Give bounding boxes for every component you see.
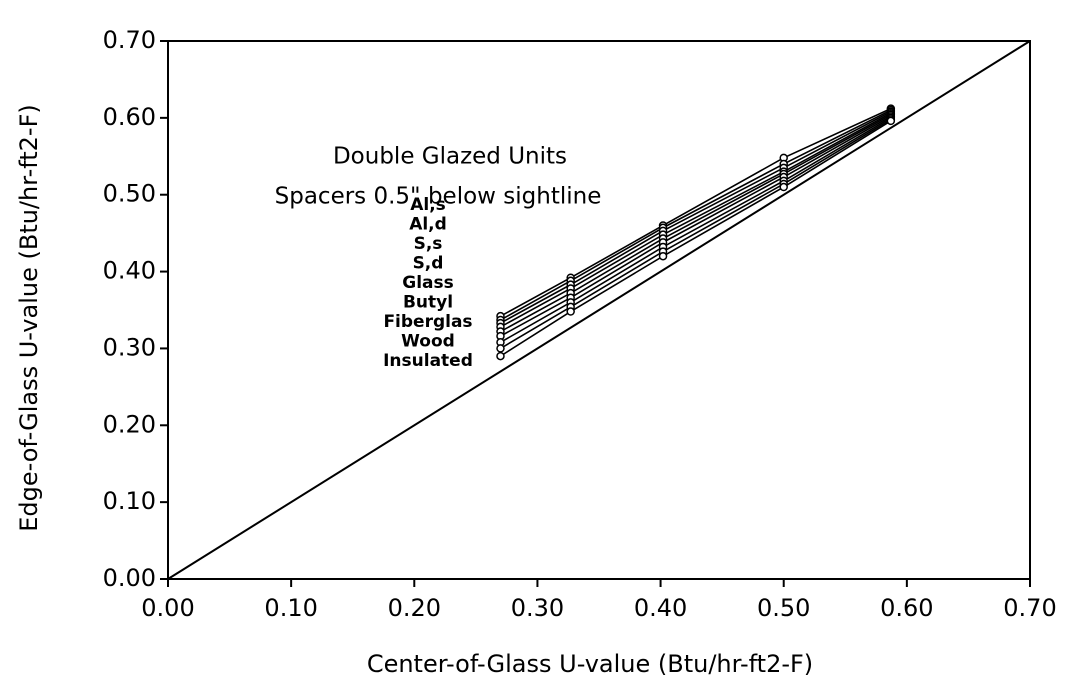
y-axis-label: Edge-of-Glass U-value (Btu/hr-ft2-F) xyxy=(15,104,43,532)
y-tick-label: 0.30 xyxy=(103,333,156,361)
x-tick-label: 0.30 xyxy=(511,594,564,622)
point xyxy=(886,116,896,126)
x-axis-label: Center-of-Glass U-value (Btu/hr-ft2-F) xyxy=(367,650,813,678)
annotation: Double Glazed Units xyxy=(333,144,567,170)
diagonal-line xyxy=(167,40,1031,580)
x-tick-label: 0.70 xyxy=(1003,594,1056,622)
series-name: Butyl xyxy=(403,293,453,313)
series-name: Wood xyxy=(401,332,455,352)
point xyxy=(496,351,505,361)
x-tick-label: 0.00 xyxy=(141,594,194,622)
x-tick-label: 0.10 xyxy=(264,594,317,622)
point xyxy=(779,182,788,192)
x-tick-label: 0.60 xyxy=(880,594,933,622)
x-tick-label: 0.40 xyxy=(634,594,687,622)
y-tick-label: 0.40 xyxy=(103,257,156,285)
x-tick-label: 0.50 xyxy=(757,594,810,622)
point xyxy=(658,251,668,261)
series-name: Glass xyxy=(402,273,454,293)
point xyxy=(496,344,505,353)
annotation: Spacers 0.5" below sightline xyxy=(275,184,602,210)
y-tick-label: 0.10 xyxy=(103,487,156,515)
y-tick-label: 0.50 xyxy=(103,180,156,208)
plot-frame xyxy=(167,40,1031,580)
x-tick-label: 0.20 xyxy=(388,594,441,622)
series-name: Al,d xyxy=(409,215,447,235)
y-tick-label: 0.20 xyxy=(103,410,156,438)
series-name: Al,s xyxy=(410,195,446,215)
series-name: Fiberglas xyxy=(383,312,472,332)
series-name: S,d xyxy=(413,254,444,274)
y-tick-label: 0.00 xyxy=(103,564,156,592)
series-name: Insulated xyxy=(383,351,473,371)
point xyxy=(566,307,575,316)
y-tick-label: 0.60 xyxy=(103,103,156,131)
y-tick-label: 0.70 xyxy=(103,26,156,54)
series-name: S,s xyxy=(414,234,443,254)
